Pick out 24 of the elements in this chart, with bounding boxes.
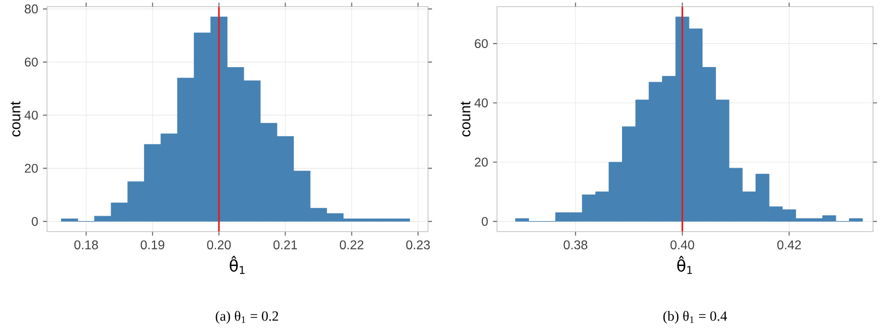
x-tick-label: 0.40 — [670, 240, 694, 250]
y-tick-label: 40 — [24, 110, 38, 120]
x-tick-label: 0.42 — [777, 240, 801, 250]
y-tick-label: 20 — [474, 158, 488, 167]
y-tick-label: 80 — [24, 4, 38, 14]
y-tick-label: 40 — [474, 98, 488, 108]
y-axis-title: count — [10, 102, 20, 137]
x-tick-label: 0.38 — [564, 240, 588, 250]
y-tick-label: 0 — [482, 217, 488, 226]
y-axis-title: count — [460, 102, 470, 137]
y-tick-label: 20 — [24, 164, 38, 173]
y-tick-label: 60 — [24, 58, 38, 67]
x-tick-label: 0.22 — [340, 240, 364, 250]
x-tick-label: 0.23 — [406, 240, 430, 250]
x-axis-title: θ̂$_{1}$ — [677, 256, 692, 274]
x-tick-label: 0.20 — [207, 240, 231, 250]
x-tick-label: 0.21 — [273, 240, 297, 250]
x-axis-title: θ̂$_{1}$ — [230, 256, 244, 274]
text: (a) θ$_{1}$ = 0.2 — [216, 311, 278, 324]
y-tick-label: 0 — [32, 217, 38, 226]
x-tick-label: 0.18 — [74, 240, 98, 250]
x-tick-label: 0.19 — [140, 240, 164, 250]
text: (b) θ$_{1}$ = 0.4 — [663, 311, 728, 324]
y-tick-label: 60 — [474, 39, 488, 48]
